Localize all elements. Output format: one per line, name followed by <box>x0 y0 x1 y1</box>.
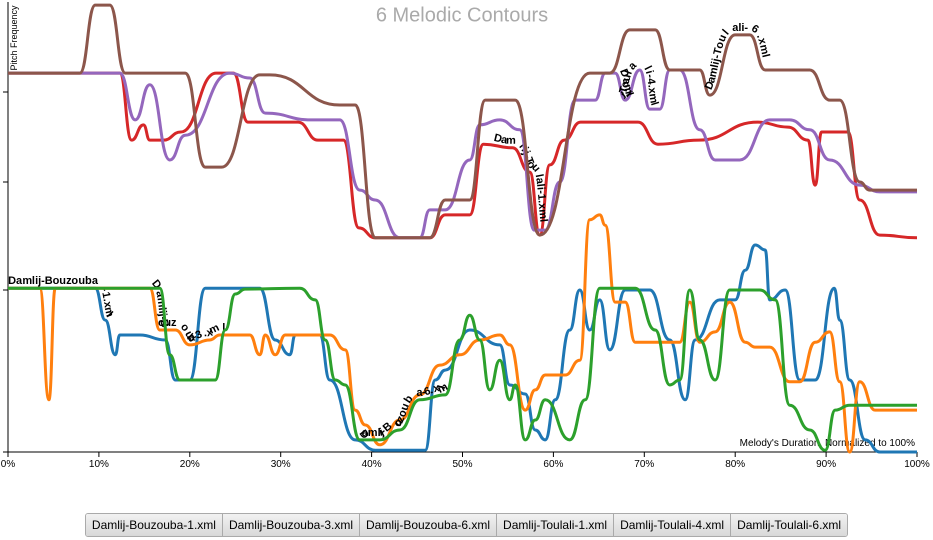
legend-button[interactable]: Damlij-Toulali-6.xml <box>731 514 848 536</box>
contour-line <box>8 71 918 240</box>
legend: Damlij-Bouzouba-1.xml Damlij-Bouzouba-3.x… <box>0 513 933 540</box>
x-tick-label: 20% <box>180 459 200 470</box>
x-tick-label: 10% <box>89 459 109 470</box>
chart: 6 Melodic Contours Pitch Frequency Melod… <box>1 2 930 470</box>
legend-button[interactable]: Damlij-Bouzouba-1.xml <box>85 514 223 536</box>
legend-group: Damlij-Bouzouba-1.xml Damlij-Bouzouba-3.x… <box>84 513 849 537</box>
x-tick-label: 100% <box>904 459 930 470</box>
contour-line <box>8 3 917 240</box>
curve-label: Damlij-Toulali-1.xml <box>493 132 550 223</box>
x-tick-label: 70% <box>634 459 654 470</box>
curve-label-text: Damlij-Toulali-1.xml <box>493 132 550 223</box>
x-tick-label: 80% <box>725 459 745 470</box>
contour-line <box>8 286 917 452</box>
legend-button[interactable]: Damlij-Bouzouba-3.xml <box>222 514 360 536</box>
legend-button[interactable]: Damlij-Toulali-1.xml <box>497 514 615 536</box>
x-tick-label: 30% <box>271 459 291 470</box>
x-tick-label: 90% <box>816 459 836 470</box>
legend-button[interactable]: Damlij-Toulali-4.xml <box>614 514 732 536</box>
curve-label: Damlij-Bouzouba-6.xml <box>357 381 450 442</box>
chart-title: 6 Melodic Contours <box>376 4 548 26</box>
contour-line <box>8 68 917 240</box>
legend-button[interactable]: Damlij-Bouzouba-6.xml <box>360 514 498 536</box>
curve-label-text: Damlij-Bouzouba-6.xml <box>357 381 450 442</box>
contour-line <box>8 243 917 454</box>
curve-label: Damlij-Toulali-6.xml <box>703 22 772 92</box>
contour-line <box>8 213 917 454</box>
curve-label-text: Damlij-Toulali-6.xml <box>703 22 772 92</box>
x-tick-label: 40% <box>362 459 382 470</box>
x-tick-label: 60% <box>543 459 563 470</box>
y-axis-label: Pitch Frequency <box>9 5 19 71</box>
x-tick-label: 50% <box>452 459 472 470</box>
x-tick-label: 0% <box>1 459 16 470</box>
